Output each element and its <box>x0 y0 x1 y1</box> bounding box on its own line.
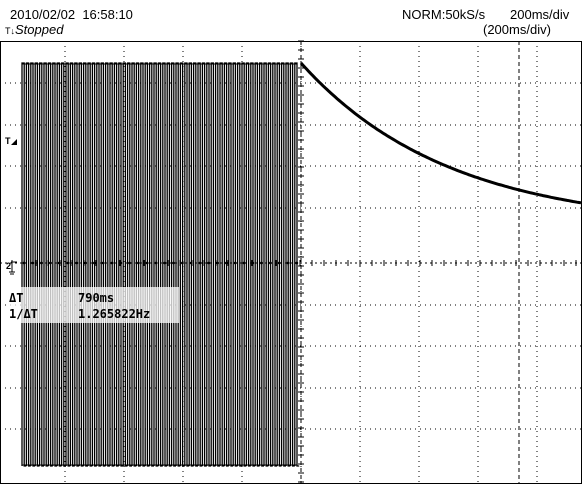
measurement-backdrop <box>7 287 179 323</box>
freq-value: 1.265822Hz <box>78 307 150 321</box>
time: 16:58:10 <box>82 7 133 22</box>
trigger-level-label: T <box>5 136 11 146</box>
trigger-level-marker: T <box>5 136 17 146</box>
date: 2010/02/02 <box>10 7 76 22</box>
freq-label: 1/ΔT <box>9 307 38 321</box>
square-wave-trace <box>21 62 300 467</box>
timebase-label: 200ms/div <box>510 7 570 22</box>
trigger-marker-icon: T↓ <box>5 26 15 36</box>
status-text: Stopped <box>15 22 64 37</box>
timestamp: 2010/02/02 16:58:10 <box>10 8 133 22</box>
trigger-level-arrow-icon <box>11 139 17 145</box>
decay-trace <box>299 61 582 205</box>
ground-marker-icon <box>9 261 17 275</box>
delta-t-label: ΔT <box>9 291 23 305</box>
delta-t-value: 790ms <box>78 291 114 305</box>
ground-marker: 2 <box>6 261 17 275</box>
square-wave-path <box>21 62 300 467</box>
timebase-sub-label: (200ms/div) <box>483 22 551 37</box>
channel-number: 2 <box>6 261 11 271</box>
run-status: T↓Stopped <box>5 23 63 38</box>
sample-mode: NORM:50kS/s <box>402 7 486 22</box>
